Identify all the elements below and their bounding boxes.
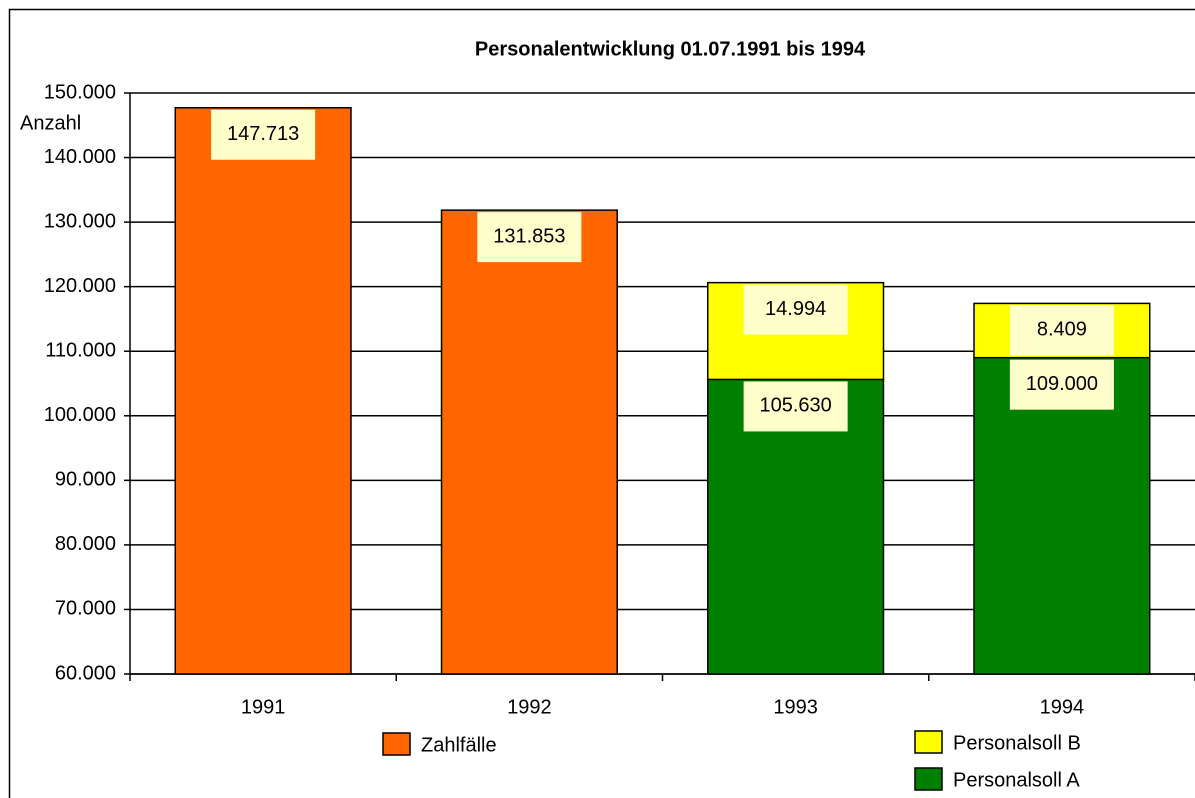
data-label-box (211, 109, 316, 160)
y-tick-label: 70.000 (55, 598, 116, 620)
legend-label: Personalsoll A (953, 769, 1080, 791)
x-tick-label: 1991 (241, 696, 286, 718)
legend-swatch (382, 732, 411, 756)
y-tick-label: 90.000 (55, 469, 116, 491)
y-tick-label: 60.000 (55, 662, 116, 684)
y-tick-label: 140.000 (44, 146, 116, 168)
data-label: 14.994 (765, 298, 826, 320)
bar-segment (973, 356, 1151, 675)
legend-swatch (914, 767, 943, 791)
y-tick-label: 130.000 (44, 210, 116, 232)
y-axis-label: Anzahl (20, 112, 81, 134)
legend-label: Zahlfälle (421, 734, 497, 756)
data-label-box (743, 284, 848, 335)
y-tick-label: 100.000 (44, 404, 116, 426)
data-label-box (1009, 305, 1114, 356)
data-label: 131.853 (493, 225, 565, 247)
data-label-box (477, 212, 582, 263)
chart-title: Personalentwicklung 01.07.1991 bis 1994 (475, 38, 866, 60)
y-tick-label: 150.000 (44, 81, 116, 103)
data-label-box (743, 381, 848, 432)
data-label: 147.713 (227, 123, 299, 145)
y-tick-label: 110.000 (45, 340, 116, 362)
x-tick-label: 1992 (507, 696, 552, 718)
x-tick-label: 1993 (773, 696, 818, 718)
y-tick-label: 120.000 (44, 275, 116, 297)
bar-segment (174, 107, 352, 675)
data-label: 109.000 (1026, 373, 1098, 395)
bar-segment (440, 209, 618, 675)
data-label: 105.630 (759, 395, 831, 417)
legend-swatch (914, 730, 943, 754)
legend-label: Personalsoll B (953, 732, 1081, 754)
x-tick-label: 1994 (1040, 696, 1085, 718)
data-label: 8.409 (1037, 319, 1087, 341)
data-label-box (1009, 359, 1114, 410)
y-tick-label: 80.000 (55, 533, 116, 555)
